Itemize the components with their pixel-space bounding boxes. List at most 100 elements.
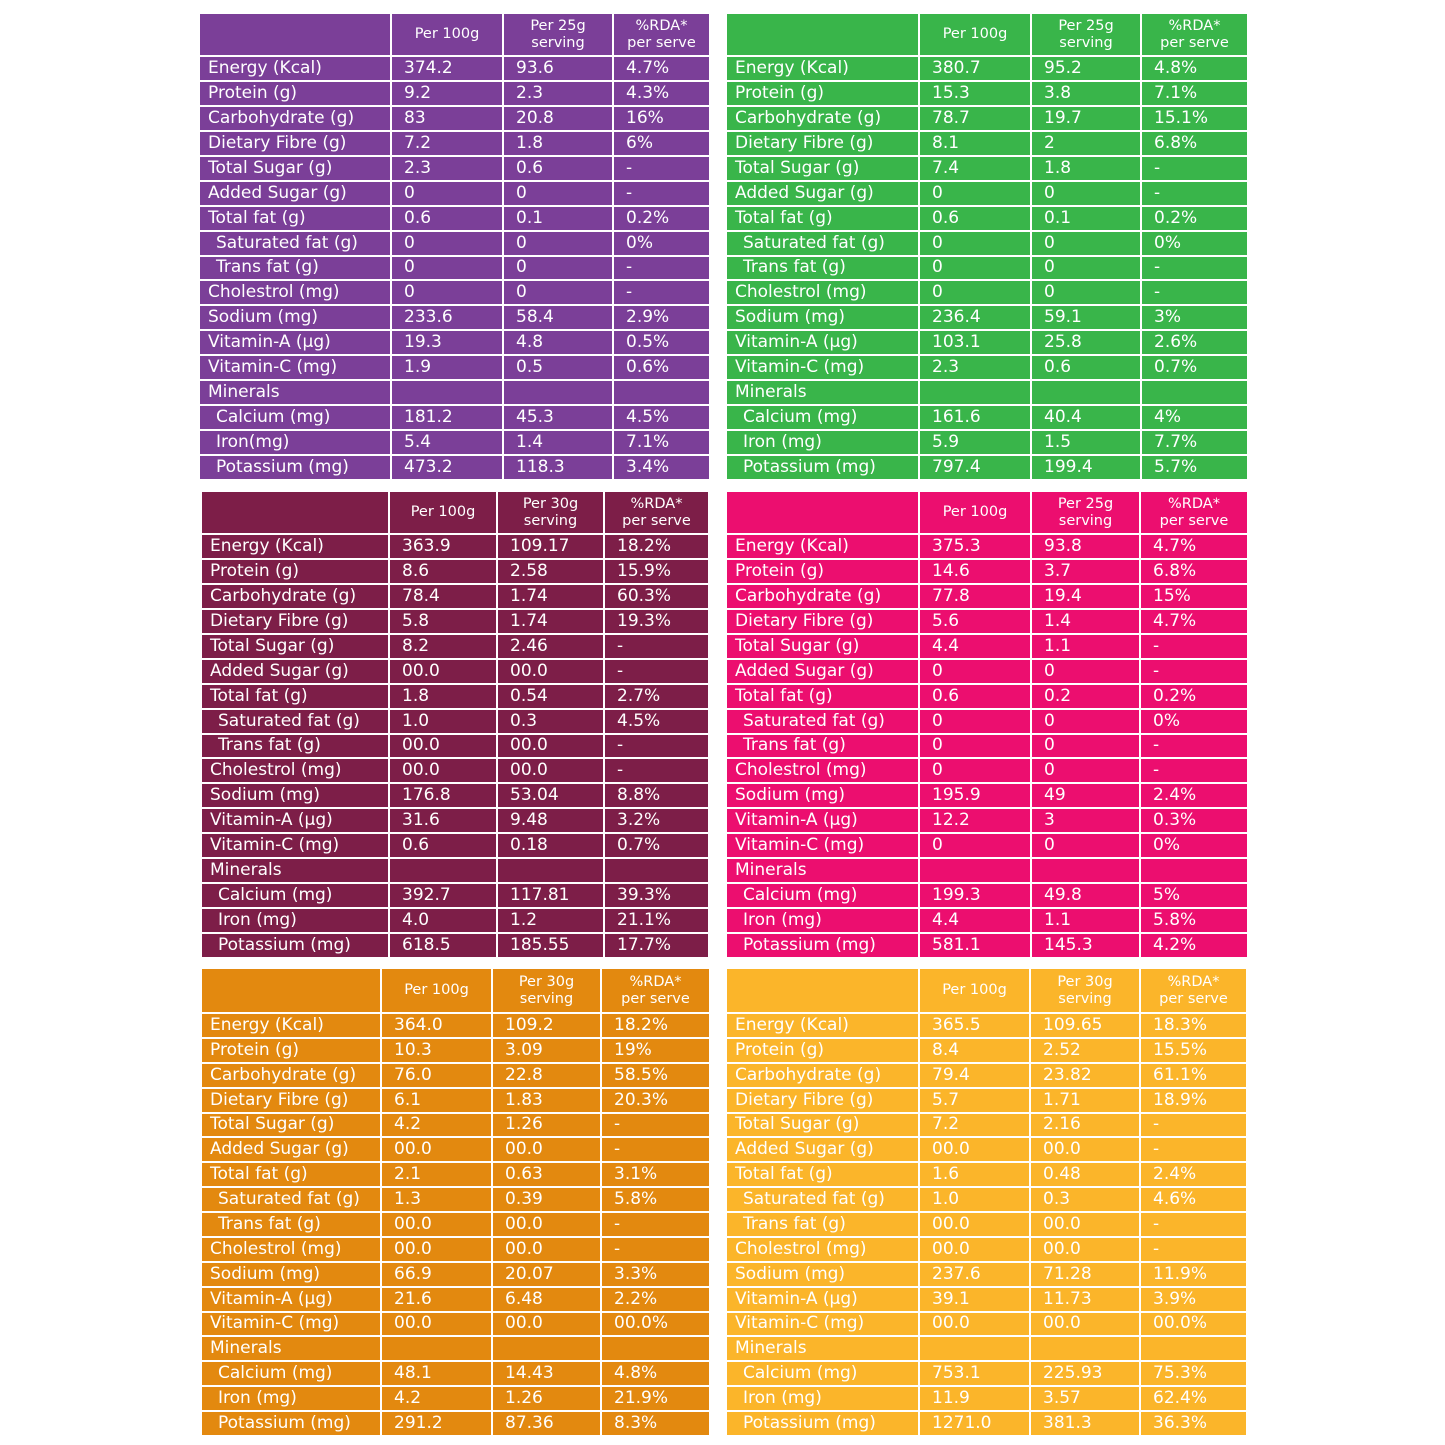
nutrient-row: Trans fat (g) 00.0 00.0- <box>200 1211 711 1238</box>
nutrient-row: Vitamin-A (µg) 31.6 9.48 3.2% <box>200 807 710 835</box>
nutrient-value: 23.82 <box>1029 1061 1141 1089</box>
nutrient-value: 4.5% <box>603 707 710 735</box>
nutrient-value: 1271.0 <box>918 1410 1031 1437</box>
nutrient-value: 87.36 <box>491 1410 602 1437</box>
nutrient-row: Energy (Kcal) 365.5 109.65 18.3% <box>725 1012 1248 1039</box>
nutrient-value: 14.43 <box>491 1360 602 1388</box>
nutrient-value: - <box>603 657 710 685</box>
nutrient-name: Protein (g) <box>725 557 920 585</box>
nutrient-name: Vitamin-C (mg) <box>200 832 390 860</box>
nutrient-value: 1.0 <box>918 1186 1031 1213</box>
nutrient-value: - <box>612 279 711 307</box>
nutrient-value: 16% <box>612 104 711 132</box>
nutrient-value: 145.3 <box>1030 932 1141 959</box>
nutrient-value: 00.0 <box>388 657 498 685</box>
nutrient-row: Protein (g) 9.2 2.3 4.3% <box>198 79 711 107</box>
nutrient-row: Total fat (g) 0.6 0.2 0.2% <box>725 682 1249 710</box>
nutrient-name: Cholestrol (mg) <box>725 757 920 785</box>
nutrient-name: Potassium (mg) <box>725 454 920 481</box>
nutrient-row: Dietary Fibre (g) 7.2 1.8 6% <box>198 129 711 157</box>
header-cell <box>725 490 920 535</box>
nutrient-value: 15.3 <box>918 79 1032 107</box>
nutrient-value: 31.6 <box>388 807 498 835</box>
nutrient-value: 0.2% <box>612 204 711 232</box>
header-text: %RDA* <box>1168 17 1221 34</box>
nutrient-value: 364.0 <box>380 1012 493 1039</box>
nutrient-value: 83 <box>390 104 504 132</box>
nutrient-name: Protein (g) <box>725 79 920 107</box>
nutrient-name: Saturated fat (g) <box>198 229 392 257</box>
nutrient-name: Calcium (mg) <box>198 404 392 432</box>
nutrient-value: 1.26 <box>491 1385 602 1412</box>
nutrient-value: 363.9 <box>388 533 498 560</box>
nutrient-value: 15.1% <box>1140 104 1249 132</box>
nutrient-value: 0.6% <box>612 354 711 382</box>
nutrient-value: 00.0 <box>1029 1235 1141 1263</box>
nutrient-value: 19.3% <box>603 607 710 635</box>
nutrient-value: 0 <box>390 179 504 207</box>
nutrient-value: 0% <box>612 229 711 257</box>
nutrient-row: Total fat (g) 2.1 0.63 3.1% <box>200 1161 711 1189</box>
nutrient-name: Cholestrol (mg) <box>198 279 392 307</box>
nutrient-value: 9.2 <box>390 79 504 107</box>
header-row: Per 100g Per 30g serving %RDA* per serve <box>200 490 710 535</box>
nutrient-row: Carbohydrate (g) 76.0 22.8 58.5% <box>200 1061 711 1089</box>
nutrient-value: - <box>1140 254 1249 282</box>
nutrient-value: 0.5% <box>612 329 711 357</box>
nutrient-value: 0 <box>390 254 504 282</box>
nutrient-value: 0 <box>1030 254 1142 282</box>
nutrient-name: Potassium (mg) <box>200 1410 382 1437</box>
nutrient-value: 1.9 <box>390 354 504 382</box>
header-cell: Per 100g <box>388 490 498 535</box>
nutrient-value: 66.9 <box>380 1260 493 1288</box>
header-cell <box>200 967 382 1014</box>
nutrient-value: 0.39 <box>491 1186 602 1213</box>
nutrient-value: 2.2% <box>600 1285 711 1313</box>
nutrient-value: 8.2 <box>388 632 498 660</box>
nutrient-value: 199.3 <box>918 882 1032 910</box>
nutrient-row: Dietary Fibre (g) 8.1 2 6.8% <box>725 129 1249 157</box>
nutrient-value: 4.7% <box>1139 533 1249 560</box>
nutrient-value: 797.4 <box>918 454 1032 481</box>
nutrient-name: Sodium (mg) <box>725 304 920 332</box>
nutrient-name: Protein (g) <box>198 79 392 107</box>
nutrient-value: - <box>1139 632 1249 660</box>
nutrient-value: 00.0 <box>496 657 605 685</box>
nutrient-value: 18.9% <box>1139 1086 1248 1114</box>
nutrient-name: Calcium (mg) <box>725 1360 920 1388</box>
empty-cell <box>918 857 1032 885</box>
nutrient-name: Added Sugar (g) <box>725 1136 920 1164</box>
header-text: Per 25g <box>1058 17 1114 34</box>
nutrient-name: Energy (Kcal) <box>725 533 920 560</box>
empty-cell <box>496 857 605 885</box>
nutrient-value: - <box>603 632 710 660</box>
nutrient-value: 117.81 <box>496 882 605 910</box>
nutrient-value: 1.0 <box>388 707 498 735</box>
nutrient-row: Energy (Kcal) 374.2 93.6 4.7% <box>198 55 711 82</box>
nutrient-name: Vitamin-A (µg) <box>198 329 392 357</box>
header-text: serving <box>1058 990 1112 1007</box>
nutrient-value: 58.4 <box>502 304 614 332</box>
nutrient-name: Added Sugar (g) <box>200 1136 382 1164</box>
nutrient-value: 161.6 <box>918 404 1032 432</box>
nutrient-row: Carbohydrate (g) 77.8 19.4 15% <box>725 582 1249 610</box>
nutrient-value: 7.1% <box>1140 79 1249 107</box>
header-cell: Per 100g <box>380 967 493 1014</box>
nutrient-value: 1.4 <box>502 429 614 456</box>
nutrient-value: 0 <box>1030 179 1142 207</box>
nutrient-value: 0.1 <box>502 204 614 232</box>
empty-cell <box>502 379 614 407</box>
nutrient-name: Carbohydrate (g) <box>198 104 392 132</box>
nutrient-name: Saturated fat (g) <box>725 1186 920 1213</box>
header-cell: Per 30g serving <box>1029 967 1141 1014</box>
nutrient-value: - <box>1139 1136 1248 1164</box>
nutrient-value: 3.8 <box>1030 79 1142 107</box>
nutrient-value: 10.3 <box>380 1036 493 1064</box>
header-cell: Per 100g <box>918 490 1032 535</box>
nutrient-value: 4.8% <box>600 1360 711 1388</box>
empty-cell <box>612 379 711 407</box>
nutrient-name: Cholestrol (mg) <box>725 1235 920 1263</box>
nutrient-row: Total Sugar (g) 7.4 1.8- <box>725 154 1249 182</box>
nutrient-row: Total Sugar (g) 2.3 0.6- <box>198 154 711 182</box>
header-text: serving <box>531 34 585 51</box>
